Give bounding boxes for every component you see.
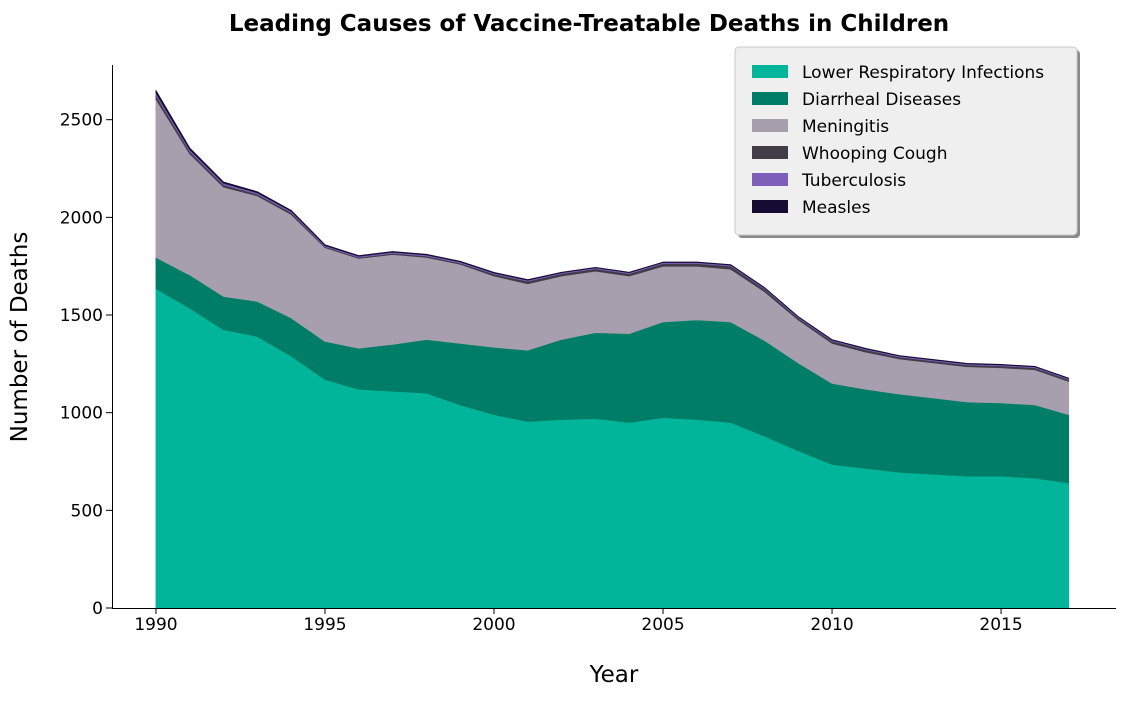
legend-items: Lower Respiratory Infections Diarrheal Di… (752, 63, 1044, 218)
x-tick-label: 1990 (134, 615, 177, 635)
y-axis-label: Number of Deaths (7, 232, 33, 443)
x-tick-label: 1995 (303, 615, 346, 635)
y-tick-label: 0 (92, 599, 103, 619)
legend-swatch (752, 200, 788, 213)
legend-swatch (752, 119, 788, 132)
area-series-5 (155, 89, 1070, 379)
area-layer (155, 89, 1070, 609)
x-tick-label: 2010 (810, 615, 853, 635)
legend-label: Whooping Cough (802, 144, 947, 164)
legend-box (734, 46, 1078, 236)
legend-swatch (752, 146, 788, 159)
legend-label: Diarrheal Diseases (802, 90, 961, 110)
legend-swatch (752, 65, 788, 78)
legend-label: Lower Respiratory Infections (802, 63, 1044, 83)
legend-label: Tuberculosis (801, 171, 906, 191)
chart-title: Leading Causes of Vaccine-Treatable Deat… (229, 11, 949, 37)
x-tick-label: 2015 (979, 615, 1022, 635)
y-tick-label: 1000 (60, 404, 103, 424)
y-tick-label: 500 (71, 501, 103, 521)
y-tick-label: 1500 (60, 306, 103, 326)
y-tick-label: 2500 (60, 111, 103, 131)
legend-label: Meningitis (802, 117, 889, 137)
y-ticks: 0 500 1000 1500 2000 2500 (60, 111, 112, 619)
x-tick-label: 2005 (641, 615, 684, 635)
legend: Lower Respiratory Infections Diarrheal Di… (734, 46, 1080, 238)
legend-swatch (752, 173, 788, 186)
legend-swatch (752, 92, 788, 105)
x-ticks: 1990 1995 2000 2005 2010 2015 (134, 608, 1023, 635)
y-tick-label: 2000 (60, 208, 103, 228)
x-axis-label: Year (589, 662, 639, 688)
legend-label: Measles (802, 198, 871, 218)
x-tick-label: 2000 (472, 615, 515, 635)
